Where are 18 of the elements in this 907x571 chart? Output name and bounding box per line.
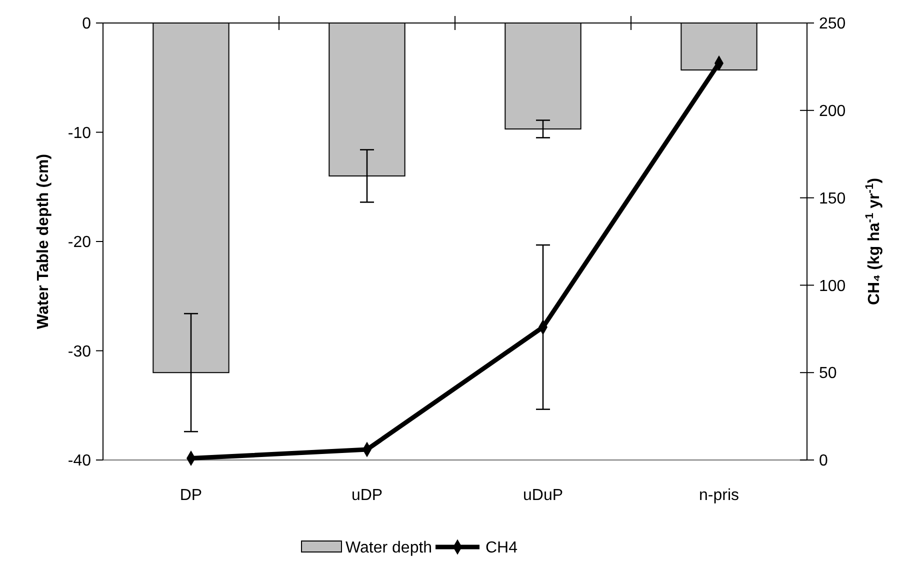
- legend-label: CH4: [486, 540, 518, 557]
- x-tick-label: uDP: [351, 487, 383, 504]
- y2-tick-label: 100: [819, 278, 846, 295]
- x-tick-label: uDuP: [522, 487, 564, 504]
- x-tick-label: DP: [180, 487, 202, 504]
- y2-tick-label: 150: [819, 190, 846, 208]
- y-tick-label: -20: [68, 234, 92, 252]
- legend-label: Water depth: [346, 540, 432, 557]
- y-tick-label: -40: [68, 452, 92, 470]
- y2-tick-label: 50: [819, 365, 837, 382]
- y-axis-title: Water Table depth (cm): [35, 154, 52, 330]
- y-tick-label: 0: [82, 16, 92, 33]
- y-tick-label: -30: [68, 343, 92, 360]
- y2-tick-label: 200: [819, 103, 846, 120]
- y-tick-label: -10: [68, 124, 92, 142]
- x-tick-label: n-pris: [698, 487, 740, 504]
- y2-tick-label: 250: [819, 16, 846, 33]
- y2-tick-label: 0: [819, 452, 828, 470]
